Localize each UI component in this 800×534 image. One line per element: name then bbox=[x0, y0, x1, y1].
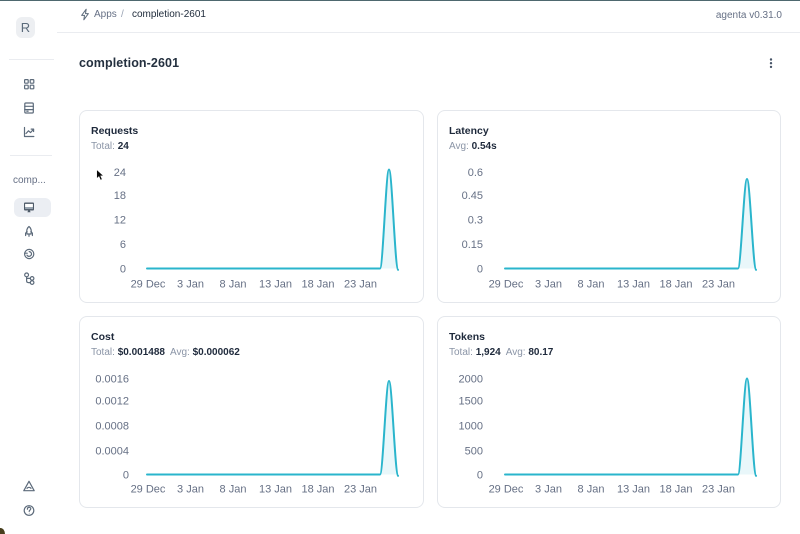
svg-text:29 Dec: 29 Dec bbox=[131, 279, 166, 291]
svg-text:3 Jan: 3 Jan bbox=[177, 484, 204, 496]
svg-text:0.6: 0.6 bbox=[468, 167, 483, 179]
svg-text:23 Jan: 23 Jan bbox=[702, 484, 735, 496]
svg-text:0.45: 0.45 bbox=[462, 190, 483, 202]
svg-text:0.0016: 0.0016 bbox=[95, 374, 129, 386]
svg-text:2000: 2000 bbox=[459, 374, 483, 386]
svg-text:18 Jan: 18 Jan bbox=[301, 279, 334, 291]
svg-text:0.0012: 0.0012 bbox=[95, 396, 129, 408]
svg-text:13 Jan: 13 Jan bbox=[259, 484, 292, 496]
svg-text:8 Jan: 8 Jan bbox=[220, 484, 247, 496]
svg-text:1000: 1000 bbox=[459, 421, 483, 433]
svg-text:0.15: 0.15 bbox=[462, 239, 483, 251]
svg-text:0.0008: 0.0008 bbox=[95, 421, 129, 433]
svg-text:3 Jan: 3 Jan bbox=[177, 279, 204, 291]
svg-text:13 Jan: 13 Jan bbox=[617, 279, 650, 291]
svg-text:8 Jan: 8 Jan bbox=[578, 279, 605, 291]
svg-text:0: 0 bbox=[123, 470, 129, 482]
svg-text:0: 0 bbox=[477, 470, 483, 482]
svg-text:24: 24 bbox=[114, 167, 126, 179]
svg-text:3 Jan: 3 Jan bbox=[535, 279, 562, 291]
svg-text:0: 0 bbox=[477, 264, 483, 276]
svg-text:0: 0 bbox=[120, 264, 126, 276]
svg-text:18 Jan: 18 Jan bbox=[301, 484, 334, 496]
svg-text:29 Dec: 29 Dec bbox=[489, 279, 524, 291]
svg-text:1500: 1500 bbox=[459, 396, 483, 408]
svg-text:8 Jan: 8 Jan bbox=[578, 484, 605, 496]
svg-text:23 Jan: 23 Jan bbox=[344, 484, 377, 496]
svg-text:500: 500 bbox=[465, 446, 483, 458]
svg-text:8 Jan: 8 Jan bbox=[220, 279, 247, 291]
svg-text:3 Jan: 3 Jan bbox=[535, 484, 562, 496]
svg-text:29 Dec: 29 Dec bbox=[131, 484, 166, 496]
svg-text:18 Jan: 18 Jan bbox=[659, 484, 692, 496]
svg-text:13 Jan: 13 Jan bbox=[617, 484, 650, 496]
svg-text:0.0004: 0.0004 bbox=[95, 446, 129, 458]
svg-text:12: 12 bbox=[114, 215, 126, 227]
svg-text:18 Jan: 18 Jan bbox=[659, 279, 692, 291]
svg-text:29 Dec: 29 Dec bbox=[489, 484, 524, 496]
svg-text:0.3: 0.3 bbox=[468, 215, 483, 227]
svg-text:13 Jan: 13 Jan bbox=[259, 279, 292, 291]
svg-text:6: 6 bbox=[120, 239, 126, 251]
svg-text:23 Jan: 23 Jan bbox=[344, 279, 377, 291]
svg-text:23 Jan: 23 Jan bbox=[702, 279, 735, 291]
svg-text:18: 18 bbox=[114, 190, 126, 202]
